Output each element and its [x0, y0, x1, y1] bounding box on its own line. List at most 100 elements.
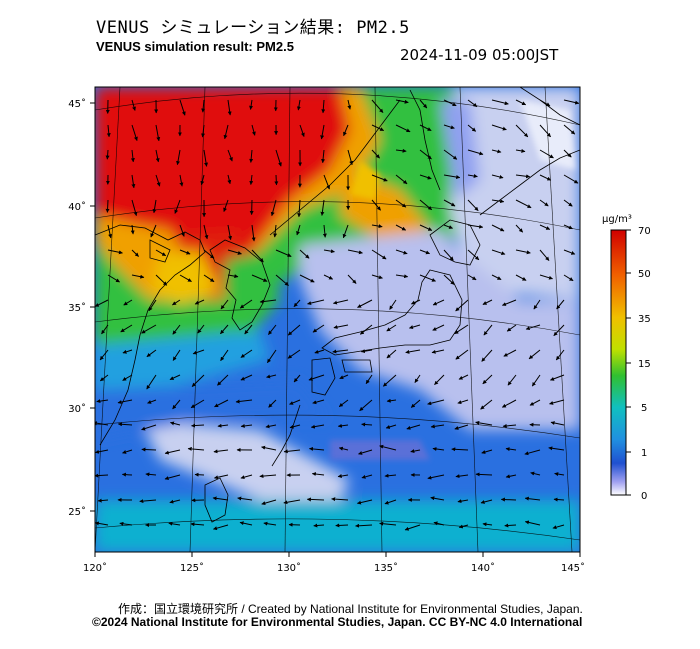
wind-arrow [347, 149, 354, 166]
chart-title-english: VENUS simulation result: PM2.5 [96, 39, 294, 54]
wind-arrow [406, 424, 421, 430]
wind-arrow [308, 374, 325, 381]
wind-arrow [347, 99, 352, 110]
wind-arrow [172, 299, 181, 306]
wind-arrow [395, 199, 407, 208]
wind-arrow [533, 299, 541, 310]
wind-arrow [410, 399, 421, 408]
wind-arrow [539, 149, 554, 159]
wind-arrow [337, 423, 349, 428]
wind-arrow [239, 299, 253, 309]
wind-arrow [550, 374, 565, 381]
wind-arrow [146, 374, 157, 390]
wind-arrow [386, 324, 397, 332]
wind-arrow [491, 124, 507, 131]
wind-arrow [139, 499, 157, 504]
wind-arrow [563, 99, 580, 105]
wind-arrow [443, 249, 454, 261]
wind-arrow [155, 149, 160, 163]
wind-arrow [409, 324, 421, 330]
wind-arrow [503, 349, 517, 357]
wind-arrow [131, 199, 138, 216]
wind-arrow [320, 199, 325, 216]
wind-arrow [410, 449, 421, 454]
wind-arrow [419, 99, 428, 109]
wind-arrow [312, 324, 325, 333]
wind-arrow [371, 199, 381, 211]
wind-arrow [203, 224, 209, 240]
wind-arrow [524, 449, 541, 456]
wind-arrow [515, 249, 531, 255]
wind-arrow [201, 124, 206, 138]
wind-arrow [194, 299, 205, 305]
wind-arrow [131, 124, 138, 141]
wind-arrow [299, 124, 305, 137]
wind-arrow [389, 299, 397, 310]
lon-tick-135: 135˚ [374, 562, 398, 574]
wind-arrow [458, 374, 469, 380]
wind-arrow [395, 274, 409, 279]
wind-arrow [395, 224, 407, 231]
wind-arrow [214, 399, 229, 408]
wind-arrow [145, 472, 157, 477]
wind-arrow [335, 523, 349, 528]
wind-arrow [563, 274, 574, 282]
wind-arrow [95, 421, 109, 426]
colorbar-unit: μg/m³ [602, 214, 632, 225]
wind-arrow [130, 224, 135, 235]
wind-arrow [270, 199, 277, 217]
wind-arrow [235, 399, 253, 404]
wind-arrow [475, 420, 493, 426]
wind-arrow [172, 349, 181, 361]
wind-arrow [431, 349, 445, 354]
wind-arrow [395, 249, 408, 255]
wind-arrow [419, 124, 432, 132]
wind-arrow [563, 224, 573, 230]
wind-arrow [130, 149, 135, 163]
wind-arrow [273, 224, 278, 238]
wind-arrow [358, 449, 373, 455]
wind-arrow [386, 349, 397, 359]
wind-arrow [120, 324, 133, 333]
wind-arrow [467, 199, 479, 212]
wind-arrow [331, 497, 349, 502]
wind-arrow [240, 349, 253, 358]
wind-arrow [339, 374, 349, 380]
wind-arrow [357, 499, 373, 505]
wind-arrow [101, 324, 109, 335]
wind-arrow [131, 249, 139, 257]
wind-arrow [164, 474, 181, 481]
wind-arrow [539, 274, 553, 280]
wind-arrow [117, 399, 133, 405]
lat-tick-40: 40˚ [68, 201, 86, 213]
wind-arrow [179, 274, 192, 283]
wind-arrow [455, 299, 469, 312]
wind-arrow [314, 349, 325, 354]
wind-arrow [419, 224, 433, 231]
wind-arrow [227, 99, 232, 116]
wind-arrow [553, 324, 565, 337]
wind-arrow [432, 447, 445, 451]
wind-arrow [203, 149, 209, 167]
wind-arrow [507, 374, 517, 386]
wind-arrow [293, 374, 301, 383]
wind-arrow [141, 424, 157, 431]
wind-arrow [491, 99, 509, 106]
wind-arrow [359, 324, 373, 335]
wind-arrow [212, 496, 229, 501]
colorbar-tick-0: 0 [641, 491, 647, 502]
wind-arrow [296, 99, 301, 111]
wind-arrow [556, 299, 565, 310]
wind-arrow [491, 224, 505, 232]
wind-arrow [451, 447, 469, 452]
wind-arrow [227, 274, 239, 279]
wind-arrow [531, 374, 541, 387]
wind-arrow [187, 446, 205, 451]
wind-arrow [213, 449, 229, 454]
wind-arrow [475, 472, 493, 477]
wind-arrow [191, 374, 205, 387]
wind-arrow [311, 472, 325, 477]
wind-arrow [554, 472, 565, 477]
wind-arrow [251, 274, 268, 282]
